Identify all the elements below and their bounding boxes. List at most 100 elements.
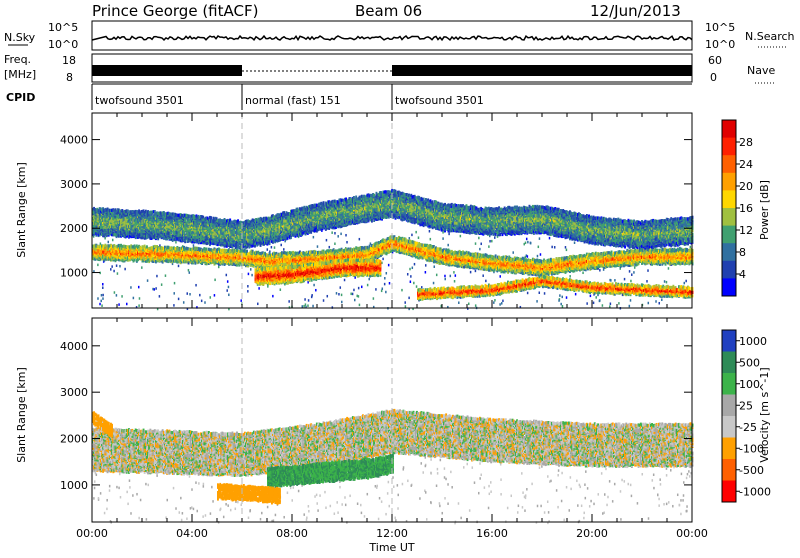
beam-title: Beam 06 [355, 2, 422, 20]
cell-noise [468, 303, 470, 306]
cell-noise [527, 255, 529, 257]
cell-noise [111, 265, 113, 268]
cell-noise [539, 237, 541, 240]
cell-noise [525, 242, 527, 245]
cell-noise [338, 293, 340, 296]
cell-noise [337, 235, 339, 238]
cell-noise [478, 237, 480, 240]
freq-label-1: Freq. [4, 53, 31, 66]
cell-noise [566, 249, 568, 252]
cell-noise [409, 237, 411, 240]
cell-noise [108, 241, 110, 244]
cell-noise [454, 280, 456, 283]
cell-noise [421, 286, 423, 289]
cell-noise [536, 300, 538, 303]
cell-noise [186, 292, 188, 295]
cell-noise [475, 270, 477, 273]
cell-noise [664, 280, 666, 283]
cell-noise [384, 283, 386, 286]
cell-noise [126, 303, 128, 306]
cell-noise [114, 291, 116, 294]
cell-noise [117, 272, 119, 275]
noise-panel-frame [92, 21, 692, 50]
cell-noise [247, 285, 249, 288]
cell-noise [561, 296, 563, 299]
cell-noise [599, 269, 601, 272]
cell-noise [302, 305, 304, 308]
cell-noise [118, 303, 120, 306]
cell-noise [614, 279, 616, 282]
cell-noise [336, 292, 338, 295]
cell-noise [629, 270, 631, 273]
cell-noise [610, 302, 612, 305]
cell-noise [102, 286, 104, 289]
cell-noise [101, 304, 103, 307]
cell-noise [554, 246, 556, 249]
cell-noise [159, 244, 161, 247]
cell-noise [602, 304, 604, 307]
cell-noise [258, 287, 260, 290]
cell-noise [382, 287, 384, 290]
cell-noise [381, 262, 383, 265]
cell-noise [251, 274, 253, 277]
cell-noise [539, 291, 541, 294]
cell-noise [334, 232, 336, 235]
cell-noise [354, 299, 356, 302]
cell-noise [538, 246, 540, 249]
cell-noise [655, 300, 657, 303]
cell-noise [565, 246, 567, 249]
cell-noise [409, 268, 411, 271]
cell-noise [384, 277, 386, 280]
cell-noise [436, 274, 438, 277]
cell-noise [188, 269, 190, 272]
cpid-label: CPID [6, 91, 35, 104]
cell-noise [327, 295, 329, 298]
cell-noise [668, 267, 670, 270]
cell-noise [248, 273, 250, 276]
cell-noise [566, 296, 568, 299]
cell-noise [159, 295, 161, 298]
cell-noise [582, 272, 584, 275]
cell-noise [405, 305, 407, 308]
cell-noise [618, 302, 620, 305]
noise-left-tick-top: 10^5 [48, 21, 78, 34]
cell-noise [408, 297, 410, 300]
cell-noise [102, 294, 104, 297]
cell-noise [173, 292, 175, 295]
cell-noise [193, 244, 195, 247]
cell-noise [240, 299, 242, 302]
cell-noise [101, 294, 103, 297]
cell-band-0 [104, 244, 106, 247]
cell-noise [574, 241, 576, 244]
cell-noise [493, 301, 495, 304]
cell-noise [433, 282, 435, 285]
cell-noise [199, 294, 201, 297]
cell-noise [586, 302, 588, 305]
cell-noise [138, 304, 140, 307]
cell-noise [494, 236, 496, 239]
cell-noise [165, 274, 167, 277]
cell-noise [458, 301, 460, 304]
cell-noise [305, 303, 307, 306]
freq-tick-bottom: 8 [66, 71, 73, 84]
cell-noise [359, 304, 361, 307]
cell-band-0 [246, 250, 248, 253]
cell-noise [100, 300, 102, 303]
cell-noise [475, 304, 477, 307]
cell-noise [110, 268, 112, 271]
cell-noise [313, 236, 315, 239]
cell-noise [512, 251, 514, 254]
cell-noise [648, 302, 650, 305]
cell-noise [283, 248, 285, 251]
cell-noise [558, 299, 560, 302]
cell-noise [178, 298, 180, 301]
cell-noise [491, 240, 493, 243]
cell-noise [119, 265, 121, 268]
cell-noise [99, 303, 101, 306]
cell-noise [313, 284, 315, 287]
cell-noise [450, 275, 452, 278]
cell-noise [97, 264, 99, 267]
cell-noise [527, 241, 529, 244]
cell-noise [444, 275, 446, 278]
cell-noise [460, 235, 462, 238]
